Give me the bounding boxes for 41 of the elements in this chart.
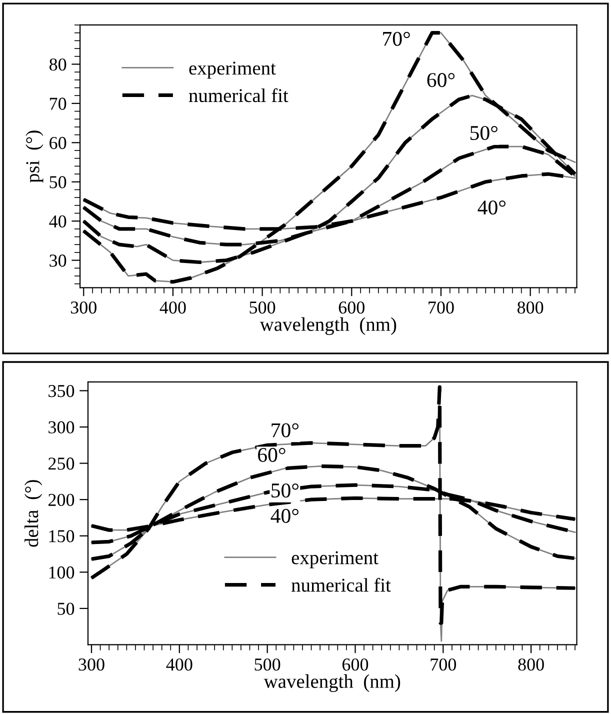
annotation: 70° (272, 423, 298, 438)
x-tick-label: 400 (166, 658, 192, 671)
y-tick-label: 50 (50, 176, 66, 188)
y-tick-label: 200 (48, 494, 74, 506)
annotation: 40° (270, 508, 298, 523)
y-axis-title: psi (°) (26, 130, 44, 183)
x-tick-label: 600 (342, 658, 368, 671)
legend-label: numerical fit (292, 578, 391, 592)
y-tick-label: 300 (48, 421, 74, 434)
x-axis-title: wavelength (nm) (260, 317, 396, 335)
x-tick-label: 300 (78, 658, 104, 671)
y-tick-label: 80 (49, 58, 66, 71)
x-tick-label: 800 (517, 301, 544, 314)
y-tick-label: 50 (58, 602, 74, 615)
annotation: 70° (383, 32, 410, 46)
y-tick-label: 40 (49, 215, 66, 228)
x-tick-label: 800 (518, 658, 544, 671)
annotation: 60° (258, 448, 286, 462)
annotation: 40° (478, 200, 506, 215)
x-axis-title: wavelength (nm) (264, 674, 400, 692)
annotation: 50° (470, 126, 498, 140)
x-tick-label: 700 (428, 301, 454, 314)
annotation: 50° (272, 483, 298, 498)
annotation: 60° (427, 73, 455, 88)
legend-label: experiment (189, 62, 276, 79)
x-tick-label: 500 (250, 301, 276, 314)
legend-label: numerical fit (188, 88, 288, 102)
x-tick-label: 600 (338, 301, 364, 314)
x-tick-label: 300 (70, 301, 96, 314)
y-tick-label: 70 (50, 98, 66, 110)
y-tick-label: 30 (50, 254, 66, 267)
legend-label: experiment (292, 551, 378, 568)
x-tick-label: 400 (160, 301, 186, 314)
y-axis-title: delta (°) (24, 480, 42, 547)
y-tick-label: 100 (49, 566, 74, 579)
y-tick-label: 250 (48, 458, 74, 470)
y-tick-label: 60 (50, 136, 66, 150)
y-tick-label: 150 (49, 530, 74, 542)
x-tick-label: 500 (254, 658, 280, 671)
x-tick-label: 700 (430, 658, 456, 671)
y-tick-label: 350 (48, 384, 74, 398)
